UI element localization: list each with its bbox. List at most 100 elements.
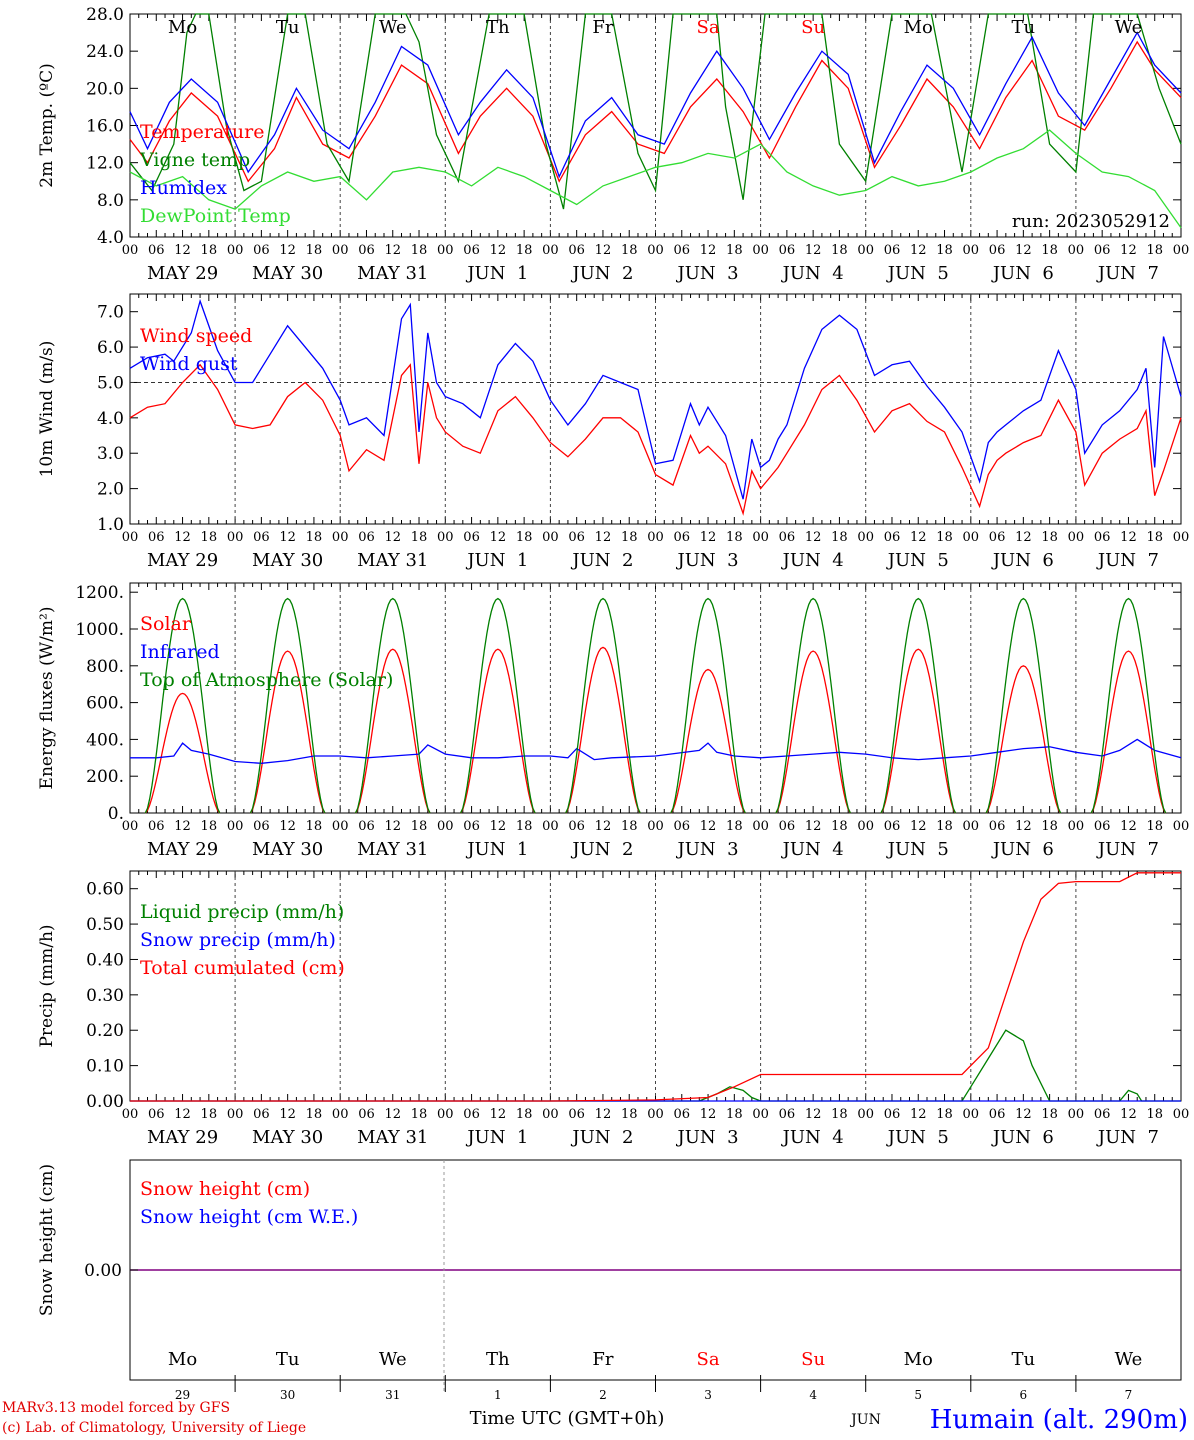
series-total-cumulated-cm- xyxy=(130,872,1181,1102)
hour-tick-label: 06 xyxy=(779,1107,796,1122)
hour-tick-label: 12 xyxy=(174,530,191,545)
hour-tick-label: 12 xyxy=(700,243,717,258)
hour-tick-label: 06 xyxy=(358,530,375,545)
weekday-label: Fr xyxy=(592,17,613,38)
hour-tick-label: 06 xyxy=(989,1107,1006,1122)
day-number: 29 xyxy=(175,1388,190,1402)
legend-entry: Liquid precip (mm/h) xyxy=(140,901,344,923)
hour-tick-label: 06 xyxy=(568,819,585,834)
hour-tick-label: 18 xyxy=(1146,243,1163,258)
hour-tick-label: 18 xyxy=(621,530,638,545)
day-number: 30 xyxy=(280,1388,295,1402)
weekday-label: We xyxy=(1115,1349,1143,1370)
hour-tick-label: 12 xyxy=(805,530,822,545)
legend-entry: DewPoint Temp xyxy=(140,205,291,227)
time-axis-label: Time UTC (GMT+0h) xyxy=(470,1408,665,1429)
hour-tick-label: 18 xyxy=(411,1107,428,1122)
hour-tick-label: 00 xyxy=(647,819,664,834)
hour-tick-label: 00 xyxy=(1068,1107,1085,1122)
station-label: Humain (alt. 290m) xyxy=(930,1405,1188,1435)
hour-tick-label: 00 xyxy=(332,243,349,258)
weekday-label: Tu xyxy=(276,17,300,38)
hour-tick-label: 18 xyxy=(936,530,953,545)
date-label: JUN 5 xyxy=(886,839,949,860)
hour-tick-label: 12 xyxy=(384,530,401,545)
legend-entry: Wind speed xyxy=(140,325,252,347)
y-tick-label: 4.0 xyxy=(97,409,124,429)
hour-tick-label: 00 xyxy=(542,819,559,834)
y-axis-label: Energy fluxes (W/m²) xyxy=(37,607,57,790)
hour-tick-label: 00 xyxy=(227,243,244,258)
y-tick-label: 5.0 xyxy=(97,373,124,393)
date-label: JUN 4 xyxy=(781,263,844,284)
hour-tick-label: 18 xyxy=(306,243,323,258)
hour-tick-label: 12 xyxy=(1120,1107,1137,1122)
date-label: JUN 7 xyxy=(1096,263,1159,284)
hour-tick-label: 18 xyxy=(516,819,533,834)
y-tick-label: 400. xyxy=(86,730,124,750)
series-temperature xyxy=(129,40,1182,183)
series-solar xyxy=(144,646,1167,814)
series-top-of-atmosphere-solar- xyxy=(144,597,1167,814)
hour-tick-label: 06 xyxy=(884,819,901,834)
hour-tick-label: 12 xyxy=(384,1107,401,1122)
weekday-label: We xyxy=(1115,17,1143,38)
hour-tick-label: 06 xyxy=(463,1107,480,1122)
date-label: MAY 30 xyxy=(252,839,323,860)
hour-tick-label: 18 xyxy=(411,243,428,258)
hour-tick-label: 06 xyxy=(674,819,691,834)
hour-tick-label: 00 xyxy=(332,819,349,834)
hour-tick-label: 00 xyxy=(1173,243,1190,258)
legend-entry: Top of Atmosphere (Solar) xyxy=(140,669,393,691)
hour-tick-label: 12 xyxy=(700,819,717,834)
weekday-label: Tu xyxy=(1012,1349,1036,1370)
hour-tick-label: 06 xyxy=(463,819,480,834)
date-label: JUN 3 xyxy=(676,550,739,571)
hour-tick-label: 00 xyxy=(647,243,664,258)
y-tick-label: 16.0 xyxy=(86,117,124,137)
hour-tick-label: 18 xyxy=(411,819,428,834)
hour-tick-label: 18 xyxy=(516,530,533,545)
hour-tick-label: 00 xyxy=(227,819,244,834)
y-tick-label: 24.0 xyxy=(86,42,124,62)
hour-tick-label: 00 xyxy=(332,1107,349,1122)
hour-tick-label: 00 xyxy=(963,243,980,258)
hour-tick-label: 06 xyxy=(253,1107,270,1122)
hour-tick-label: 06 xyxy=(463,530,480,545)
hour-tick-label: 06 xyxy=(884,1107,901,1122)
hour-tick-label: 06 xyxy=(779,243,796,258)
hour-tick-label: 00 xyxy=(122,243,139,258)
hour-tick-label: 18 xyxy=(621,1107,638,1122)
legend-entry: Wind gust xyxy=(140,353,238,375)
hour-tick-label: 00 xyxy=(752,819,769,834)
hour-tick-label: 18 xyxy=(726,530,743,545)
hour-tick-label: 12 xyxy=(805,243,822,258)
day-number: 2 xyxy=(599,1388,607,1402)
y-tick-label: 1.0 xyxy=(97,515,124,535)
date-label: JUN 5 xyxy=(886,263,949,284)
date-label: JUN 7 xyxy=(1096,839,1159,860)
hour-tick-label: 12 xyxy=(1015,1107,1032,1122)
hour-tick-label: 06 xyxy=(148,819,165,834)
weekday-label: Tu xyxy=(1012,17,1036,38)
hour-tick-label: 06 xyxy=(989,530,1006,545)
y-tick-label: 20.0 xyxy=(86,79,124,99)
model-credit: MARv3.13 model forced by GFS xyxy=(2,1400,231,1416)
y-tick-label: 1200. xyxy=(75,583,124,603)
date-label: JUN 7 xyxy=(1096,550,1159,571)
hour-tick-label: 00 xyxy=(227,530,244,545)
hour-tick-label: 00 xyxy=(1068,530,1085,545)
date-label: JUN 3 xyxy=(676,1127,739,1148)
date-label: JUN 5 xyxy=(886,550,949,571)
weekday-label: Fr xyxy=(592,1349,613,1370)
hour-tick-label: 06 xyxy=(884,243,901,258)
hour-tick-label: 12 xyxy=(490,819,507,834)
hour-tick-label: 12 xyxy=(805,819,822,834)
y-tick-label: 0.00 xyxy=(86,1092,124,1112)
hour-tick-label: 00 xyxy=(1173,1107,1190,1122)
hour-tick-label: 06 xyxy=(779,819,796,834)
y-tick-label: 0.10 xyxy=(86,1057,124,1077)
series-liquid-precip-mm-h- xyxy=(130,1029,1181,1102)
hour-tick-label: 12 xyxy=(1015,243,1032,258)
date-label: MAY 29 xyxy=(147,550,218,571)
